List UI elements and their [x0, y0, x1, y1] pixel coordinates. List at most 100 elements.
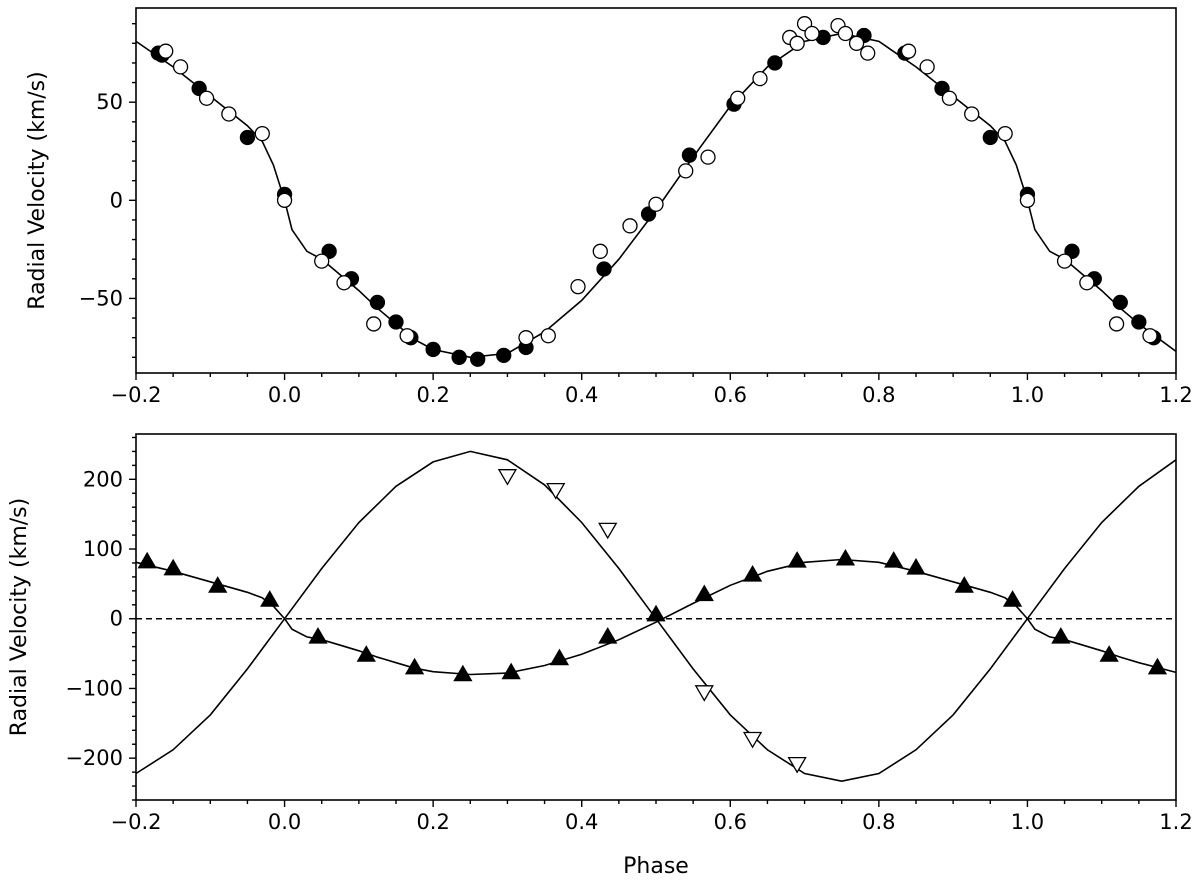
bottom-filled-triangle-up-point — [906, 558, 926, 575]
bottom-filled-triangle-up-point — [404, 657, 425, 675]
top-x-tick-label: 0.4 — [565, 383, 598, 407]
bottom-x-tick-label: 1.2 — [1159, 810, 1192, 834]
top-filled-circle-point — [388, 314, 404, 330]
top-filled-circle-point — [451, 349, 467, 365]
top-filled-circle-point — [425, 341, 441, 358]
bottom-x-tick-label: 0.2 — [416, 810, 449, 834]
top-open-circle-point — [700, 149, 716, 165]
top-open-circle-point — [622, 218, 638, 234]
top-open-circle-point — [1019, 192, 1036, 208]
top-filled-circle-point — [239, 129, 256, 146]
bottom-x-tick-label: 0.6 — [714, 810, 747, 834]
top-open-circle-point — [158, 43, 174, 59]
bottom-x-tick-label: 0.4 — [565, 810, 598, 834]
top-x-tick-label: −0.2 — [111, 383, 162, 407]
top-open-circle-point — [900, 43, 917, 59]
bottom-y-tick-label: 0 — [110, 607, 123, 631]
top-open-circle-point — [648, 196, 664, 212]
bottom-y-axis-label: Radial Velocity (km/s) — [7, 498, 32, 736]
top-filled-circle-point — [369, 294, 386, 311]
bottom-filled-triangle-up-point — [787, 551, 807, 568]
bottom-filled-triangle-up-point — [1002, 590, 1023, 607]
bottom-open-triangle-down-point — [742, 731, 763, 749]
bottom-filled-triangle-up-point — [1147, 657, 1168, 675]
top-open-circle-point — [1056, 253, 1073, 269]
top-open-circle-point — [254, 125, 270, 142]
top-x-tick-label: 0.0 — [268, 383, 301, 407]
bottom-filled-triangle-up-point — [884, 551, 904, 568]
top-y-axis-label: Radial Velocity (km/s) — [25, 71, 50, 309]
top-open-circle-point — [964, 106, 980, 122]
top-plot-frame — [135, 7, 1177, 374]
top-open-circle-point — [860, 45, 876, 61]
bottom-panel: Radial Velocity (km/s) Phase −0.2 0.0 0.2 0… — [7, 433, 1193, 879]
bottom-filled-triangle-up-point — [598, 627, 618, 644]
top-open-circle-point — [1079, 275, 1095, 291]
top-open-circle-point — [570, 279, 586, 295]
bottom-filled-triangle-up-point — [501, 662, 521, 680]
bottom-filled-triangle-up-point — [308, 627, 328, 644]
bottom-open-triangle-down-point — [787, 756, 807, 774]
top-open-circle-point — [399, 328, 415, 344]
bottom-filled-triangle-up-point — [954, 576, 974, 593]
bottom-model-curve-2 — [135, 558, 1177, 676]
x-axis-label: Phase — [623, 854, 689, 879]
bottom-filled-triangle-up-point — [1051, 627, 1071, 644]
top-y-tick-label: −50 — [79, 286, 123, 310]
bottom-filled-triangle-up-point — [453, 664, 473, 682]
bottom-open-triangle-down-point — [497, 469, 518, 486]
bottom-data-points — [137, 469, 1168, 774]
bottom-axis-ticks: −0.2 0.0 0.2 0.4 0.6 0.8 1.0 1.2 −200 −100 0 100 200 — [65, 436, 1193, 834]
bottom-filled-triangle-up-point — [356, 645, 376, 662]
top-open-circle-point — [518, 330, 534, 346]
top-filled-circle-point — [1112, 294, 1128, 311]
top-y-tick-label: 50 — [96, 90, 123, 114]
top-filled-circle-point — [470, 351, 486, 367]
bottom-filled-triangle-up-point — [137, 551, 157, 569]
top-filled-circle-point — [767, 55, 783, 71]
top-filled-circle-point — [982, 129, 998, 146]
top-open-circle-point — [366, 316, 382, 332]
top-x-tick-label: 0.6 — [714, 383, 747, 407]
top-x-tick-label: 1.0 — [1011, 383, 1044, 407]
top-filled-circle-point — [596, 261, 612, 277]
top-open-circle-point — [198, 90, 215, 106]
top-x-tick-label: 1.2 — [1159, 383, 1192, 407]
top-y-tick-label: 0 — [110, 188, 123, 212]
top-open-circle-point — [678, 163, 694, 179]
bottom-x-tick-label: 0.0 — [268, 810, 301, 834]
top-open-circle-point — [172, 59, 189, 75]
bottom-y-tick-label: 200 — [83, 467, 123, 491]
top-open-circle-point — [789, 35, 805, 51]
bottom-open-triangle-down-point — [598, 522, 618, 540]
bottom-filled-triangle-up-point — [163, 558, 183, 576]
top-open-circle-point — [941, 90, 958, 106]
top-open-circle-point — [730, 90, 746, 106]
bottom-open-triangle-down-point — [694, 685, 714, 702]
top-open-circle-point — [221, 106, 237, 122]
bottom-y-tick-label: 100 — [83, 537, 123, 561]
bottom-filled-triangle-up-point — [1099, 645, 1119, 662]
top-axis-ticks: −0.2 0.0 0.2 0.4 0.6 0.8 1.0 1.2 −50 0 50 — [79, 22, 1193, 407]
top-open-circle-point — [997, 125, 1013, 142]
top-x-tick-label: 0.8 — [862, 383, 895, 407]
top-open-circle-point — [804, 25, 820, 42]
top-data-points — [150, 16, 1162, 367]
top-open-circle-point — [837, 25, 854, 42]
top-open-circle-point — [540, 328, 556, 344]
top-open-circle-point — [848, 35, 865, 51]
top-filled-circle-point — [1131, 314, 1147, 330]
bottom-filled-triangle-up-point — [646, 604, 666, 622]
top-filled-circle-point — [681, 147, 698, 163]
top-open-circle-point — [336, 275, 352, 291]
top-open-circle-point — [1108, 316, 1125, 332]
bottom-x-tick-label: 0.8 — [862, 810, 895, 834]
bottom-open-triangle-down-point — [546, 483, 566, 500]
top-x-tick-label: 0.2 — [416, 383, 449, 407]
bottom-filled-triangle-up-point — [694, 584, 714, 602]
bottom-x-tick-label: −0.2 — [111, 810, 162, 834]
bottom-filled-triangle-up-point — [742, 565, 763, 582]
top-filled-circle-point — [496, 347, 512, 363]
bottom-y-tick-label: −200 — [65, 746, 123, 770]
bottom-y-tick-label: −100 — [65, 676, 123, 700]
